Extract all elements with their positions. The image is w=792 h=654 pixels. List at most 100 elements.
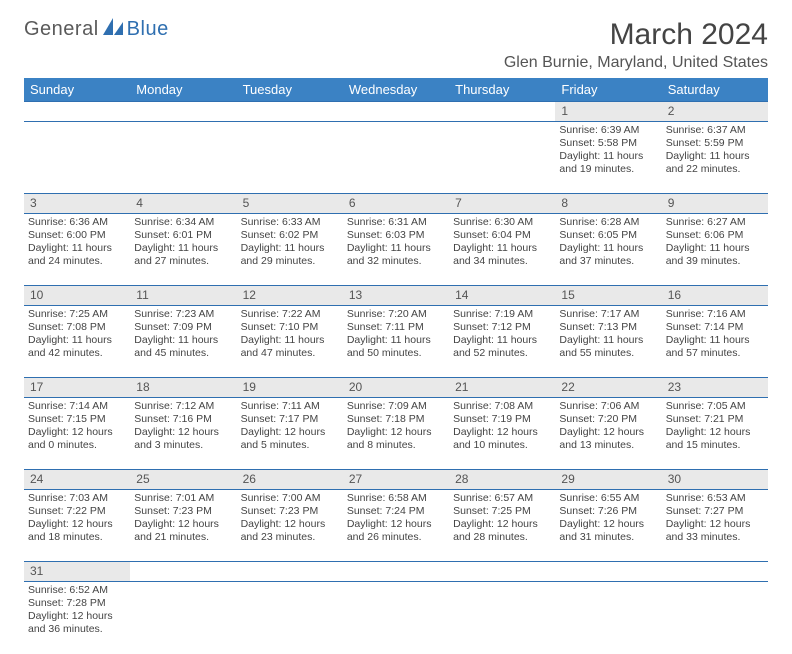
day-cell: Sunrise: 7:16 AMSunset: 7:14 PMDaylight:… xyxy=(662,306,768,378)
day-detail-line: Daylight: 11 hours xyxy=(559,334,657,347)
day-detail-line: Sunset: 6:04 PM xyxy=(453,229,551,242)
day-number xyxy=(343,562,449,582)
day-number xyxy=(237,102,343,122)
title-block: March 2024 Glen Burnie, Maryland, United… xyxy=(504,18,768,72)
day-cell: Sunrise: 7:14 AMSunset: 7:15 PMDaylight:… xyxy=(24,398,130,470)
day-detail-line: Sunset: 7:08 PM xyxy=(28,321,126,334)
day-detail-line: Daylight: 12 hours xyxy=(559,426,657,439)
day-detail-line: and 39 minutes. xyxy=(666,255,764,268)
day-number: 9 xyxy=(662,194,768,214)
day-detail-line: and 13 minutes. xyxy=(559,439,657,452)
day-number xyxy=(24,102,130,122)
day-detail-line: Daylight: 12 hours xyxy=(28,426,126,439)
day-detail-line: Sunrise: 7:08 AM xyxy=(453,400,551,413)
logo-text-blue: Blue xyxy=(127,18,169,41)
day-number: 2 xyxy=(662,102,768,122)
day-detail-line: Sunset: 7:20 PM xyxy=(559,413,657,426)
day-detail-line: Daylight: 12 hours xyxy=(134,518,232,531)
sail-icon xyxy=(103,18,125,41)
day-detail-line: and 45 minutes. xyxy=(134,347,232,360)
day-detail-line: Daylight: 12 hours xyxy=(453,426,551,439)
day-detail-line: Daylight: 11 hours xyxy=(28,242,126,255)
day-cell: Sunrise: 6:57 AMSunset: 7:25 PMDaylight:… xyxy=(449,490,555,562)
day-detail-line: Sunset: 6:03 PM xyxy=(347,229,445,242)
daynum-row: 31 xyxy=(24,562,768,582)
day-detail-line: Sunrise: 6:27 AM xyxy=(666,216,764,229)
day-number: 23 xyxy=(662,378,768,398)
day-detail-line: Sunrise: 7:14 AM xyxy=(28,400,126,413)
day-detail-line: Daylight: 11 hours xyxy=(134,242,232,255)
day-detail-line: Sunset: 6:01 PM xyxy=(134,229,232,242)
day-cell xyxy=(662,582,768,654)
day-detail-line: Daylight: 11 hours xyxy=(666,242,764,255)
detail-row: Sunrise: 6:36 AMSunset: 6:00 PMDaylight:… xyxy=(24,214,768,286)
day-detail-line: and 29 minutes. xyxy=(241,255,339,268)
day-number: 20 xyxy=(343,378,449,398)
day-detail-line: Sunrise: 7:01 AM xyxy=(134,492,232,505)
day-detail-line: Sunrise: 7:11 AM xyxy=(241,400,339,413)
day-detail-line: Daylight: 12 hours xyxy=(28,518,126,531)
day-cell: Sunrise: 7:05 AMSunset: 7:21 PMDaylight:… xyxy=(662,398,768,470)
day-number: 18 xyxy=(130,378,236,398)
day-cell xyxy=(130,582,236,654)
day-detail-line: Sunset: 7:23 PM xyxy=(134,505,232,518)
day-detail-line: Sunrise: 7:25 AM xyxy=(28,308,126,321)
day-detail-line: and 55 minutes. xyxy=(559,347,657,360)
daynum-row: 10111213141516 xyxy=(24,286,768,306)
day-detail-line: Daylight: 11 hours xyxy=(347,334,445,347)
day-cell: Sunrise: 6:37 AMSunset: 5:59 PMDaylight:… xyxy=(662,122,768,194)
day-detail-line: Sunrise: 6:34 AM xyxy=(134,216,232,229)
day-number xyxy=(449,562,555,582)
day-detail-line: Sunset: 7:23 PM xyxy=(241,505,339,518)
day-detail-line: Sunrise: 6:37 AM xyxy=(666,124,764,137)
detail-row: Sunrise: 6:39 AMSunset: 5:58 PMDaylight:… xyxy=(24,122,768,194)
detail-row: Sunrise: 7:03 AMSunset: 7:22 PMDaylight:… xyxy=(24,490,768,562)
day-number: 1 xyxy=(555,102,661,122)
day-detail-line: Sunrise: 7:03 AM xyxy=(28,492,126,505)
day-number: 28 xyxy=(449,470,555,490)
day-number: 5 xyxy=(237,194,343,214)
day-cell xyxy=(555,582,661,654)
day-detail-line: Daylight: 12 hours xyxy=(666,426,764,439)
day-cell: Sunrise: 7:23 AMSunset: 7:09 PMDaylight:… xyxy=(130,306,236,378)
day-detail-line: Sunrise: 6:30 AM xyxy=(453,216,551,229)
col-tuesday: Tuesday xyxy=(237,78,343,102)
day-number xyxy=(130,102,236,122)
day-detail-line: Sunrise: 6:57 AM xyxy=(453,492,551,505)
day-detail-line: Sunset: 5:59 PM xyxy=(666,137,764,150)
day-detail-line: Sunrise: 7:00 AM xyxy=(241,492,339,505)
day-number xyxy=(449,102,555,122)
day-detail-line: and 34 minutes. xyxy=(453,255,551,268)
day-detail-line: Daylight: 11 hours xyxy=(666,150,764,163)
day-number: 21 xyxy=(449,378,555,398)
day-detail-line: and 47 minutes. xyxy=(241,347,339,360)
day-detail-line: Sunrise: 7:23 AM xyxy=(134,308,232,321)
day-detail-line: and 24 minutes. xyxy=(28,255,126,268)
col-thursday: Thursday xyxy=(449,78,555,102)
day-detail-line: and 5 minutes. xyxy=(241,439,339,452)
day-cell: Sunrise: 7:00 AMSunset: 7:23 PMDaylight:… xyxy=(237,490,343,562)
day-detail-line: Sunrise: 6:52 AM xyxy=(28,584,126,597)
logo-text-general: General xyxy=(24,18,99,41)
month-title: March 2024 xyxy=(504,18,768,52)
day-cell: Sunrise: 7:11 AMSunset: 7:17 PMDaylight:… xyxy=(237,398,343,470)
day-detail-line: Sunrise: 6:58 AM xyxy=(347,492,445,505)
day-detail-line: Sunset: 7:18 PM xyxy=(347,413,445,426)
day-detail-line: Daylight: 11 hours xyxy=(559,150,657,163)
day-detail-line: Sunset: 7:24 PM xyxy=(347,505,445,518)
day-detail-line: and 57 minutes. xyxy=(666,347,764,360)
day-cell: Sunrise: 6:30 AMSunset: 6:04 PMDaylight:… xyxy=(449,214,555,286)
day-detail-line: Sunset: 7:11 PM xyxy=(347,321,445,334)
day-detail-line: Sunrise: 7:06 AM xyxy=(559,400,657,413)
day-detail-line: Sunrise: 7:19 AM xyxy=(453,308,551,321)
calendar-table: Sunday Monday Tuesday Wednesday Thursday… xyxy=(24,78,768,654)
day-detail-line: Sunrise: 6:55 AM xyxy=(559,492,657,505)
day-detail-line: Sunset: 7:17 PM xyxy=(241,413,339,426)
daynum-row: 3456789 xyxy=(24,194,768,214)
day-cell: Sunrise: 7:17 AMSunset: 7:13 PMDaylight:… xyxy=(555,306,661,378)
col-monday: Monday xyxy=(130,78,236,102)
day-detail-line: Daylight: 12 hours xyxy=(453,518,551,531)
col-sunday: Sunday xyxy=(24,78,130,102)
logo: General Blue xyxy=(24,18,169,41)
day-detail-line: and 36 minutes. xyxy=(28,623,126,636)
